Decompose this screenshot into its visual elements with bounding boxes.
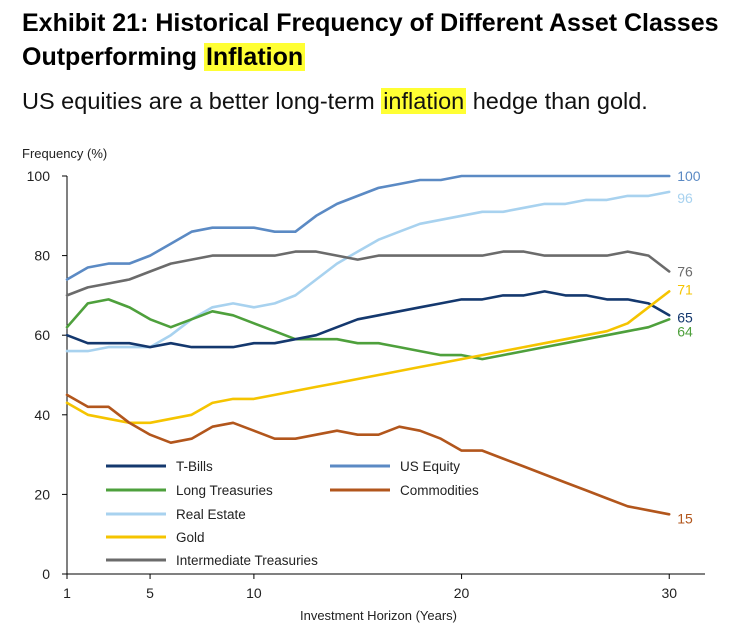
end-label-gold: 71 xyxy=(677,281,693,297)
subtitle-text-end: hedge than gold. xyxy=(466,88,648,114)
x-axis-label: Investment Horizon (Years) xyxy=(300,608,457,623)
x-tick-label: 5 xyxy=(146,585,154,601)
y-axis-label: Frequency (%) xyxy=(22,146,107,161)
x-tick-label: 10 xyxy=(246,585,262,601)
legend: T-Bills US Equity Long Treasuries Commoditi… xyxy=(106,459,479,568)
end-label-us-equity: 100 xyxy=(677,168,701,184)
series-line-gold xyxy=(65,290,671,425)
chart-subtitle: US equities are a better long-term infla… xyxy=(22,86,732,116)
chart-title: Exhibit 21: Historical Frequency of Diff… xyxy=(22,6,722,74)
x-tick-label: 20 xyxy=(454,585,470,601)
legend-label-real-estate: Real Estate xyxy=(176,507,246,522)
subtitle-text-start: US equities are a better long-term xyxy=(22,88,382,114)
series-line-long-treasuries xyxy=(65,298,671,361)
x-tick-label: 30 xyxy=(661,585,677,601)
legend-label-commodities: Commodities xyxy=(400,483,479,498)
y-tick-label: 100 xyxy=(27,168,51,184)
y-tick-label: 20 xyxy=(34,486,50,502)
end-label-intermediate-treasuries: 76 xyxy=(677,264,693,280)
series-line-t-bills xyxy=(65,290,671,349)
series-line-intermediate-treasuries xyxy=(65,250,671,297)
y-tick-label: 60 xyxy=(34,327,50,343)
end-label-commodities: 15 xyxy=(677,510,693,526)
title-highlight: Inflation xyxy=(203,43,306,71)
y-tick-label: 0 xyxy=(42,566,50,582)
legend-label-t-bills: T-Bills xyxy=(176,459,213,474)
end-label-real-estate: 96 xyxy=(677,190,693,206)
end-label-long-treasuries: 64 xyxy=(677,323,693,339)
legend-label-gold: Gold xyxy=(176,530,205,545)
legend-label-us-equity: US Equity xyxy=(400,459,460,474)
y-tick-label: 80 xyxy=(34,248,50,264)
series-line-us-equity xyxy=(65,174,671,281)
title-text: Exhibit 21: Historical Frequency of Diff… xyxy=(22,9,719,71)
series-line-real-estate xyxy=(65,190,671,353)
x-tick-label: 1 xyxy=(63,585,71,601)
legend-label-intermediate-treasuries: Intermediate Treasuries xyxy=(176,553,318,568)
legend-label-long-treasuries: Long Treasuries xyxy=(176,483,273,498)
subtitle-highlight: inflation xyxy=(381,88,467,114)
series-line-commodities xyxy=(65,393,671,516)
series-layer xyxy=(65,174,671,516)
y-tick-label: 40 xyxy=(34,407,50,423)
end-label-t-bills: 65 xyxy=(677,309,693,325)
